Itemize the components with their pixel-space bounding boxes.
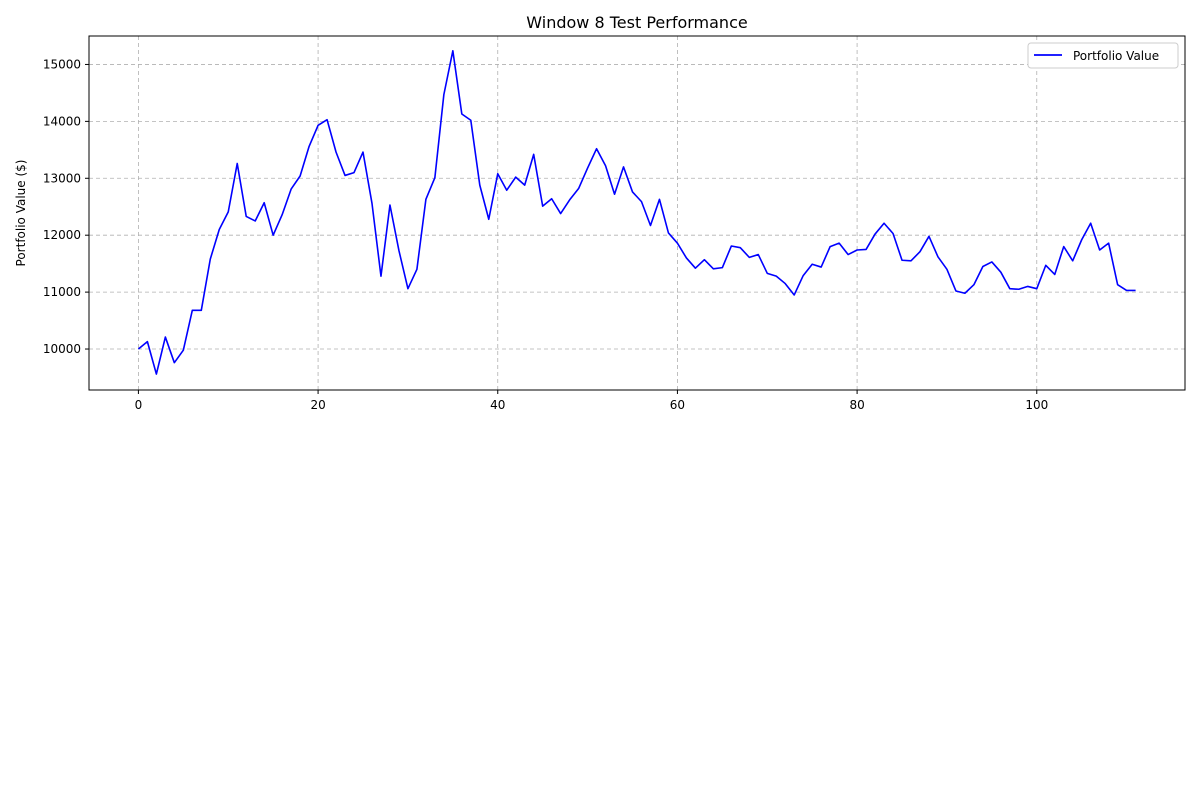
y-tick-label: 14000 [43,114,81,128]
legend-frame [1027,42,1179,69]
y-tick-label: 13000 [43,171,81,185]
series-layer [137,49,1136,375]
legend-label: Portfolio Value [1073,49,1159,63]
y-tick-label: 10000 [43,342,81,356]
x-tick-label: 20 [310,398,325,412]
y-axis-title: Portfolio Value ($) [14,160,28,267]
y-axis-ticks: 10000 11000 12000 13000 14000 15000 [43,57,89,356]
y-tick-label: 15000 [43,57,81,71]
plot-frame [88,35,1186,391]
series-line-portfolio-value [137,49,1136,375]
chart-title: Window 8 Test Performance [526,13,747,32]
y-tick-label: 11000 [43,285,81,299]
x-tick-label: 80 [849,398,864,412]
x-axis-ticks: 0 20 40 60 80 100 [135,390,1048,412]
x-tick-label: 0 [135,398,143,412]
x-tick-label: 40 [490,398,505,412]
x-tick-label: 60 [670,398,685,412]
x-tick-label: 100 [1025,398,1048,412]
y-tick-label: 12000 [43,228,81,242]
legend: Portfolio Value [1027,42,1179,69]
grid-lines [89,36,1185,390]
